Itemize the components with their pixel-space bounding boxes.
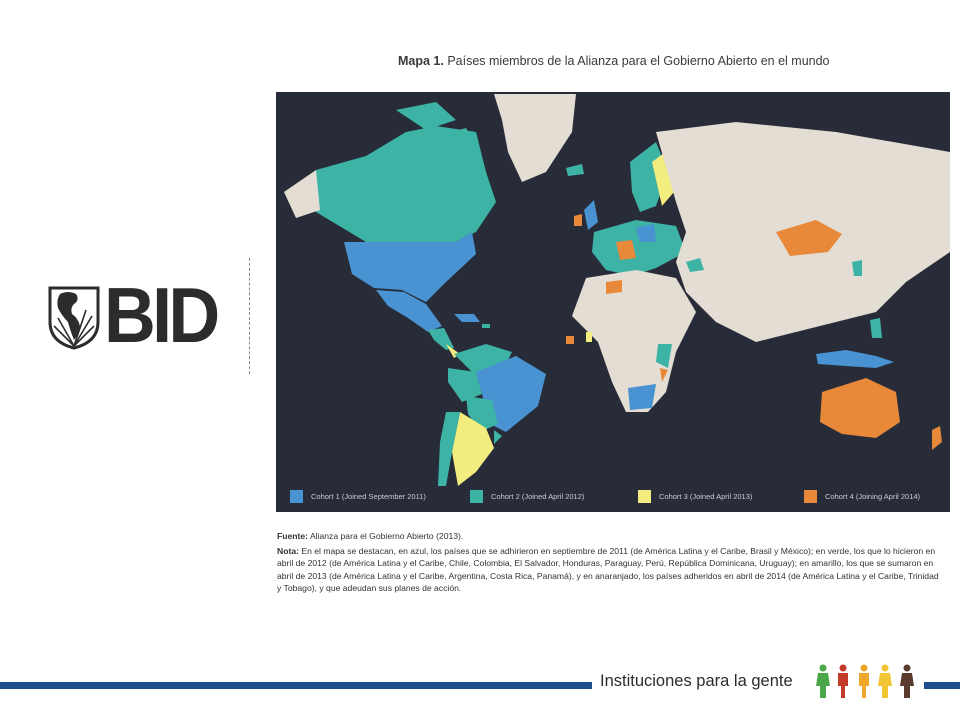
legend-item-cohort-4: Cohort 4 (Joining April 2014) [804,490,920,503]
legend-label-cohort-4: Cohort 4 (Joining April 2014) [825,492,921,501]
south-africa [628,384,656,410]
chile [438,412,460,486]
argentina [452,412,494,486]
map-title-label: Mapa 1. [398,54,444,68]
person-figure-brown [900,664,914,698]
legend-label-cohort-3: Cohort 3 (Joined April 2013) [659,492,753,501]
americas-globe-icon [48,286,100,350]
map-title-text: Países miembros de la Alianza para el Go… [443,54,830,68]
legend-swatch-cohort-1 [290,490,303,503]
peru [448,368,482,402]
africa [572,270,696,412]
ireland [574,214,582,226]
legend-item-cohort-3: Cohort 3 (Joined April 2013) [638,490,752,503]
legend-label-cohort-1: Cohort 1 (Joined September 2011) [311,492,426,501]
legend-item-cohort-2: Cohort 2 (Joined April 2012) [470,490,584,503]
world-map: Cohort 1 (Joined September 2011) Cohort … [276,92,950,512]
footer-bar-left [0,682,592,689]
new-zealand [932,426,942,450]
source-label: Fuente: [277,531,309,541]
map-note: Nota: En el mapa se destacan, en azul, l… [277,545,945,595]
legend-swatch-cohort-2 [470,490,483,503]
usa [344,232,476,302]
bid-logo: BID [46,271,236,359]
world-map-canvas [276,92,950,486]
canada [316,126,496,242]
uk [584,200,598,230]
footer-tagline: Instituciones para la gente [600,672,793,690]
georgia-armenia [686,258,704,272]
map-source: Fuente: Alianza para el Gobierno Abierto… [277,531,463,541]
mexico [376,290,442,332]
korea [852,260,862,276]
person-figure-red [838,664,848,698]
footer-bar-right [924,682,960,689]
legend-swatch-cohort-3 [638,490,651,503]
uruguay [494,430,502,444]
person-figure-orange [859,664,869,698]
europe-mainland [592,220,686,276]
central-america [428,328,454,350]
person-figure-green [816,664,830,698]
logo-divider [249,258,250,374]
person-figure-yellow [878,664,892,698]
note-text: En el mapa se destacan, en azul, los paí… [277,546,939,594]
legend-item-cohort-1: Cohort 1 (Joined September 2011) [290,490,426,503]
map-title: Mapa 1. Países miembros de la Alianza pa… [398,54,830,68]
logo-wordmark: BID [104,271,220,359]
alaska [284,170,320,218]
iceland [566,164,584,176]
philippines [870,318,882,338]
map-legend: Cohort 1 (Joined September 2011) Cohort … [276,486,950,508]
note-label: Nota: [277,546,299,556]
source-text: Alianza para el Gobierno Abierto (2013). [308,531,464,541]
indonesia [816,350,894,368]
mongolia [776,220,842,256]
people-icon [816,664,914,698]
legend-swatch-cohort-4 [804,490,817,503]
greenland [494,94,576,182]
australia [820,378,900,438]
legend-label-cohort-2: Cohort 2 (Joined April 2012) [491,492,585,501]
